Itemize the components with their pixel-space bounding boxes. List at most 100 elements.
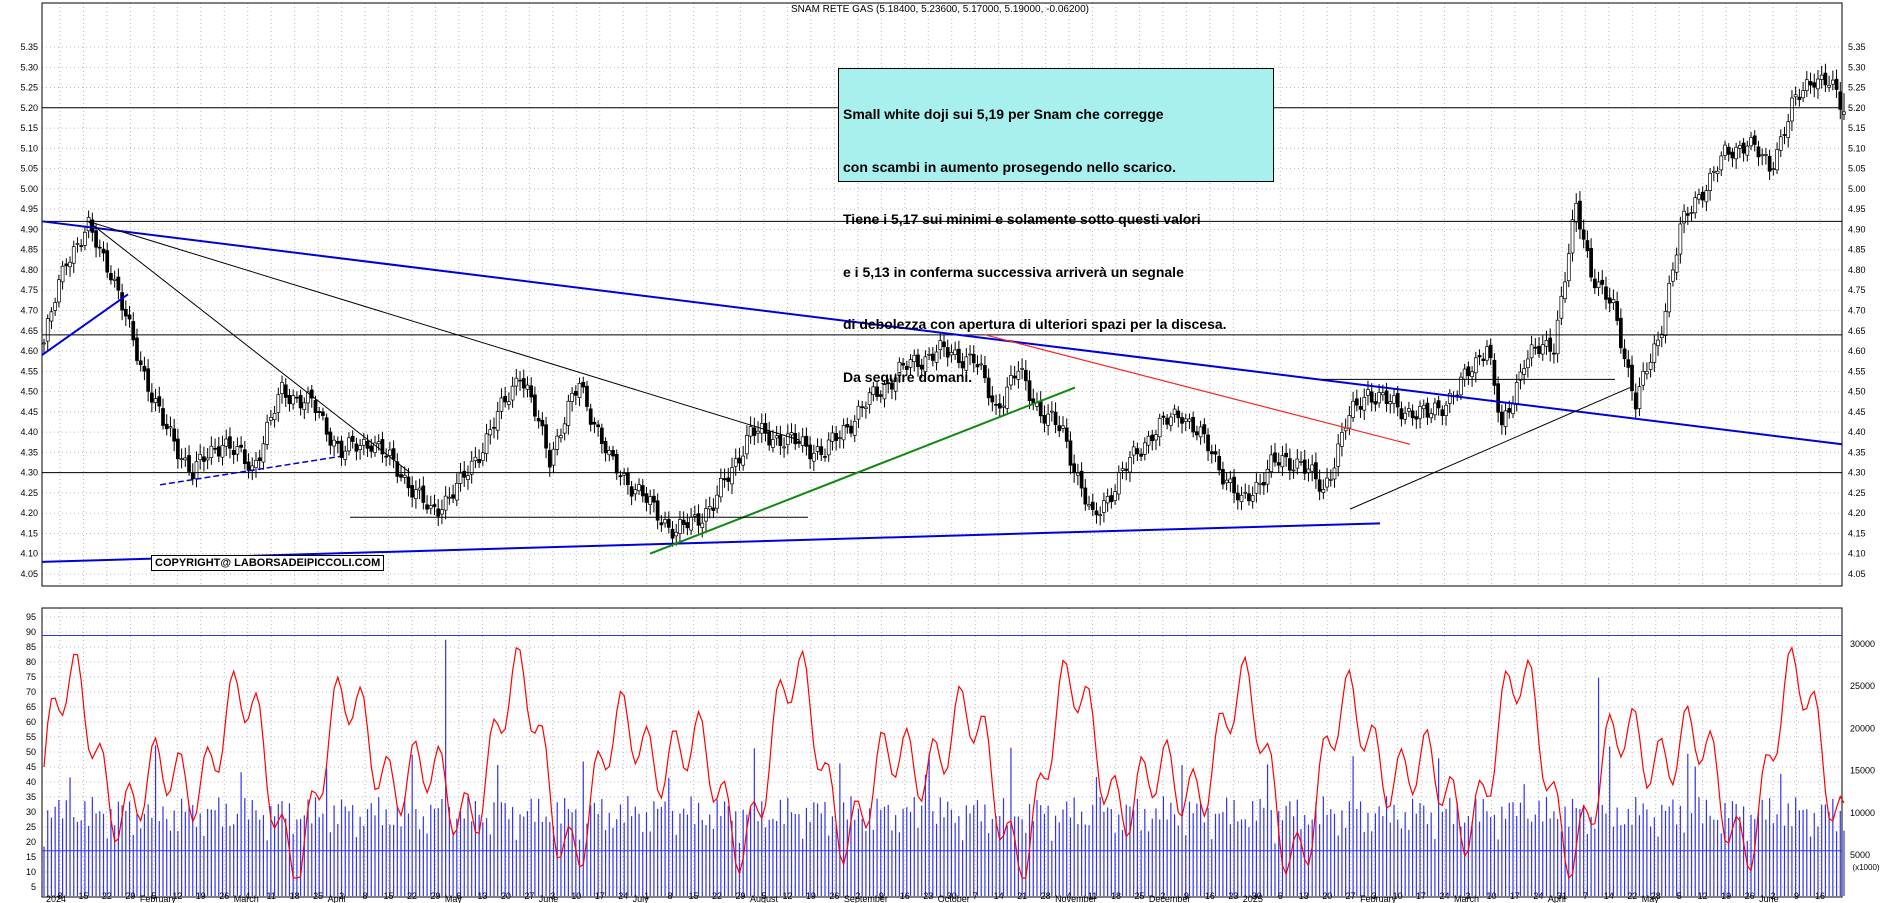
y-price-tick-right: 5.10 xyxy=(1848,143,1866,153)
x-day-tick-label: 19 xyxy=(196,891,206,901)
candle-body xyxy=(1552,352,1556,355)
x-day-tick-label: 15 xyxy=(689,891,699,901)
candle-body xyxy=(518,379,522,382)
y-price-tick-left: 4.15 xyxy=(20,528,38,538)
candle-body xyxy=(577,383,582,398)
candle-body xyxy=(1500,411,1504,426)
x-day-tick-label: 19 xyxy=(806,891,816,901)
y-rsi-tick: 40 xyxy=(26,777,36,787)
candle-body xyxy=(622,473,627,476)
candle-body xyxy=(1239,494,1244,503)
candle-body xyxy=(1172,408,1177,415)
candle-body xyxy=(1012,375,1017,379)
candle-body xyxy=(1685,213,1690,216)
candle-body xyxy=(347,437,351,452)
candle-body xyxy=(1068,440,1073,466)
candle-body xyxy=(1440,409,1445,416)
x-day-tick-label: 6 xyxy=(456,891,461,901)
candle-body xyxy=(1600,279,1605,285)
x-day-tick-label: 2 xyxy=(1771,891,1776,901)
candle-body xyxy=(1615,301,1619,321)
x-day-tick-label: 5 xyxy=(1677,891,1682,901)
candle-body xyxy=(269,417,273,421)
candle-body xyxy=(529,385,534,398)
candle-body xyxy=(1388,401,1393,405)
x-day-tick-label: 9 xyxy=(1794,891,1799,901)
candle-body xyxy=(228,436,232,449)
candle-body xyxy=(68,261,72,268)
candle-body xyxy=(1016,370,1021,380)
candle-body xyxy=(1235,492,1240,501)
candle-body xyxy=(700,522,705,528)
candle-body xyxy=(1566,253,1571,282)
candle-body xyxy=(469,460,474,475)
candle-body xyxy=(1700,191,1705,201)
candle-body xyxy=(600,427,604,445)
candle-body xyxy=(1206,434,1210,452)
candle-body xyxy=(495,411,500,431)
candle-body xyxy=(1418,406,1422,419)
candle-body xyxy=(1533,346,1538,349)
candle-body xyxy=(1288,458,1292,471)
candle-body xyxy=(983,365,987,379)
candle-body xyxy=(830,432,835,442)
candle-body xyxy=(388,449,392,456)
y-volume-tick: 10000 xyxy=(1850,808,1875,818)
candle-body xyxy=(1273,452,1277,463)
candle-body xyxy=(707,506,712,510)
candle-body xyxy=(1611,299,1616,304)
x-day-tick-label: 28 xyxy=(1041,891,1051,901)
candle-body xyxy=(893,377,898,392)
candle-body xyxy=(94,230,98,248)
y-rsi-tick: 85 xyxy=(26,642,36,652)
y-price-tick-left: 5.05 xyxy=(20,164,38,174)
x-day-tick-label: 13 xyxy=(1299,891,1309,901)
candle-body xyxy=(949,352,954,356)
x-day-tick-label: 23 xyxy=(1228,891,1238,901)
x-day-tick-label: 2 xyxy=(1160,891,1165,901)
y-price-tick-right: 4.20 xyxy=(1848,508,1866,518)
candle-body xyxy=(1581,229,1586,240)
x-day-tick-label: 8 xyxy=(57,891,62,901)
candle-body xyxy=(1399,408,1404,420)
x-month-label: April xyxy=(328,894,346,903)
candle-body xyxy=(666,519,671,528)
candle-body xyxy=(1585,240,1590,252)
y-rsi-tick: 45 xyxy=(26,762,36,772)
candle-body xyxy=(1503,410,1508,428)
y-price-tick-right: 5.05 xyxy=(1848,164,1866,174)
candle-body xyxy=(1414,416,1419,420)
x-month-label: April xyxy=(1548,894,1566,903)
candle-body xyxy=(1395,392,1400,408)
y-rsi-tick: 75 xyxy=(26,672,36,682)
candle-body xyxy=(1351,400,1355,418)
candle-body xyxy=(808,444,812,460)
candle-body xyxy=(1325,477,1329,488)
candle-body xyxy=(395,461,400,477)
candle-body xyxy=(1592,278,1597,289)
y-price-tick-right: 4.35 xyxy=(1848,447,1866,457)
x-day-tick-label: 20 xyxy=(1322,891,1332,901)
candle-body xyxy=(242,449,247,465)
candle-body xyxy=(1247,493,1251,502)
candle-body xyxy=(1522,368,1527,375)
candle-body xyxy=(1730,151,1735,159)
candle-body xyxy=(1098,514,1103,516)
x-month-label: August xyxy=(750,894,779,903)
y-price-tick-right: 4.50 xyxy=(1848,387,1866,397)
x-month-label: June xyxy=(539,894,559,903)
candle-body xyxy=(42,342,46,345)
candle-body xyxy=(1128,457,1132,473)
candle-body xyxy=(458,472,463,484)
candle-body xyxy=(1652,343,1657,363)
candle-body xyxy=(1808,81,1813,86)
y-volume-tick: 30000 xyxy=(1850,639,1875,649)
candle-body xyxy=(1209,451,1214,455)
candle-body xyxy=(1380,392,1385,396)
candle-body xyxy=(774,435,779,439)
candle-body xyxy=(358,445,362,450)
y-price-tick-right: 4.95 xyxy=(1848,204,1866,214)
candle-body xyxy=(83,231,87,246)
candle-body xyxy=(127,314,132,320)
y-price-tick-left: 4.80 xyxy=(20,265,38,275)
